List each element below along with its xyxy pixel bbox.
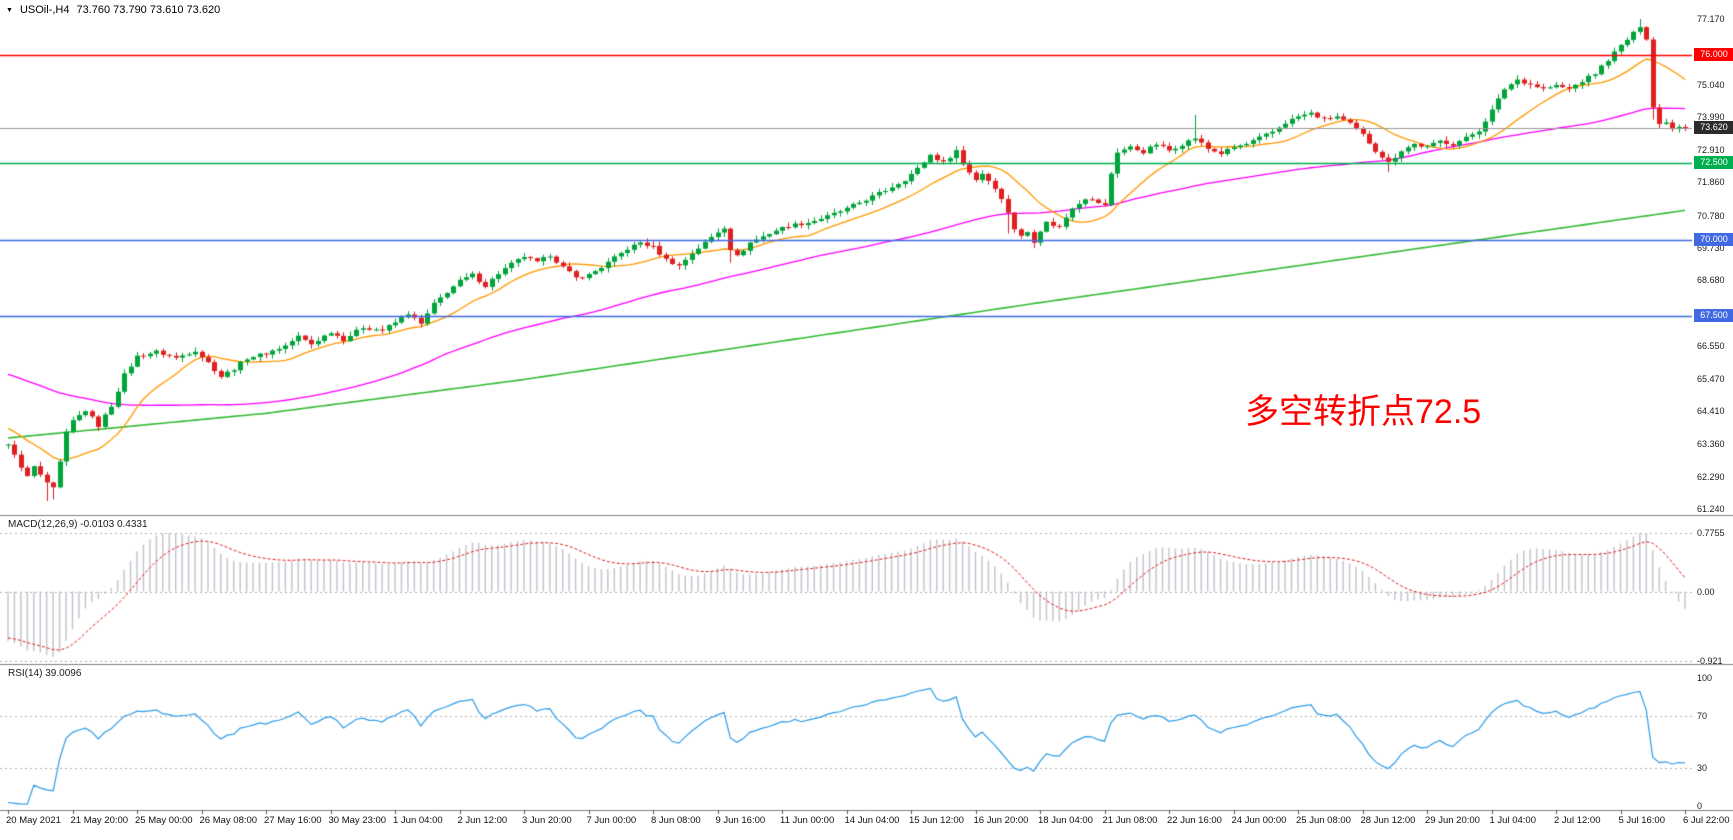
y-axis-price-label: 65.470	[1697, 373, 1725, 384]
rsi-axis-label: 100	[1697, 673, 1713, 683]
time-axis-label: 16 Jun 20:00	[973, 815, 1029, 826]
time-axis-label: 9 Jun 16:00	[715, 815, 766, 826]
macd-indicator-label: MACD(12,26,9) -0.0103 0.4331	[8, 519, 148, 530]
macd-axis-label: 0.00	[1697, 586, 1715, 597]
time-axis-label: 7 Jun 00:00	[586, 815, 637, 826]
y-axis-price-label: 75.040	[1697, 79, 1725, 90]
hline-price-badge: 72.500	[1694, 155, 1733, 169]
time-axis-label: 21 May 20:00	[70, 815, 129, 826]
ohlc-values-label: 73.760 73.790 73.610 73.620	[76, 4, 221, 16]
time-axis-label: 30 May 23:00	[328, 815, 387, 826]
y-axis-price-label: 63.360	[1697, 438, 1725, 449]
chart-annotation-text: 多空转折点72.5	[1245, 393, 1482, 431]
y-axis-price-label: 73.990	[1697, 111, 1725, 122]
y-axis-price-label: 77.170	[1697, 14, 1725, 24]
y-axis-price-label: 69.730	[1697, 242, 1725, 253]
time-axis-label: 2 Jul 12:00	[1554, 815, 1601, 826]
time-axis-label: 2 Jun 12:00	[457, 815, 508, 826]
time-axis-label: 27 May 16:00	[264, 815, 322, 826]
chart-header: ▼ USOil-,H4 73.760 73.790 73.610 73.620	[6, 4, 220, 16]
symbol-timeframe-label: USOil-,H4	[19, 4, 70, 16]
hline-price-badge: 70.000	[1694, 232, 1733, 246]
time-axis-label: 18 Jun 04:00	[1038, 815, 1093, 826]
time-axis-label: 25 Jun 08:00	[1296, 815, 1351, 826]
time-axis-label: 15 Jun 12:00	[909, 815, 964, 826]
macd-axis-label: -0.921	[1697, 656, 1723, 666]
time-axis-label: 8 Jun 08:00	[651, 815, 701, 826]
y-axis-price-label: 66.550	[1697, 340, 1725, 351]
time-axis-label: 22 Jun 16:00	[1167, 815, 1222, 826]
y-axis-price-label: 64.410	[1697, 406, 1725, 417]
rsi-axis-label: 30	[1697, 762, 1708, 773]
y-axis-price-label: 68.680	[1697, 275, 1725, 286]
macd-axis-label: 0.7755	[1697, 528, 1725, 538]
time-axis-label: 26 May 08:00	[199, 815, 258, 826]
y-axis-price-label: 61.240	[1697, 504, 1725, 514]
hline-price-badge: 67.500	[1694, 309, 1733, 323]
time-axis-label: 14 Jun 04:00	[844, 815, 900, 826]
time-axis-label: 5 Jul 16:00	[1618, 815, 1665, 826]
symbol-triangle-icon: ▼	[6, 6, 13, 14]
time-axis-label: 29 Jun 20:00	[1425, 815, 1480, 826]
time-axis-label: 1 Jul 04:00	[1489, 815, 1536, 826]
rsi-axis-label: 70	[1697, 711, 1708, 722]
time-axis-label: 24 Jun 00:00	[1231, 815, 1287, 826]
y-axis-price-label: 72.910	[1697, 145, 1725, 156]
y-axis-price-label: 70.780	[1697, 210, 1725, 221]
rsi-axis-label: 0	[1697, 801, 1703, 811]
y-axis-price-label: 71.860	[1697, 177, 1725, 188]
current-price-badge: 73.620	[1694, 121, 1733, 135]
rsi-indicator-label: RSI(14) 39.0096	[8, 668, 82, 679]
hline-price-badge: 76.000	[1694, 47, 1733, 61]
time-axis-label: 21 Jun 08:00	[1102, 815, 1158, 826]
time-axis-label: 25 May 00:00	[135, 815, 193, 826]
time-axis-label: 11 Jun 00:00	[780, 815, 835, 826]
time-axis-label: 28 Jun 12:00	[1360, 815, 1416, 826]
time-axis-label: 20 May 2021	[6, 815, 61, 826]
time-axis-label: 6 Jul 22:00	[1683, 815, 1730, 826]
time-axis-label: 1 Jun 04:00	[393, 815, 443, 826]
y-axis-price-label: 62.290	[1697, 471, 1725, 482]
time-axis-label: 3 Jun 20:00	[522, 815, 572, 826]
